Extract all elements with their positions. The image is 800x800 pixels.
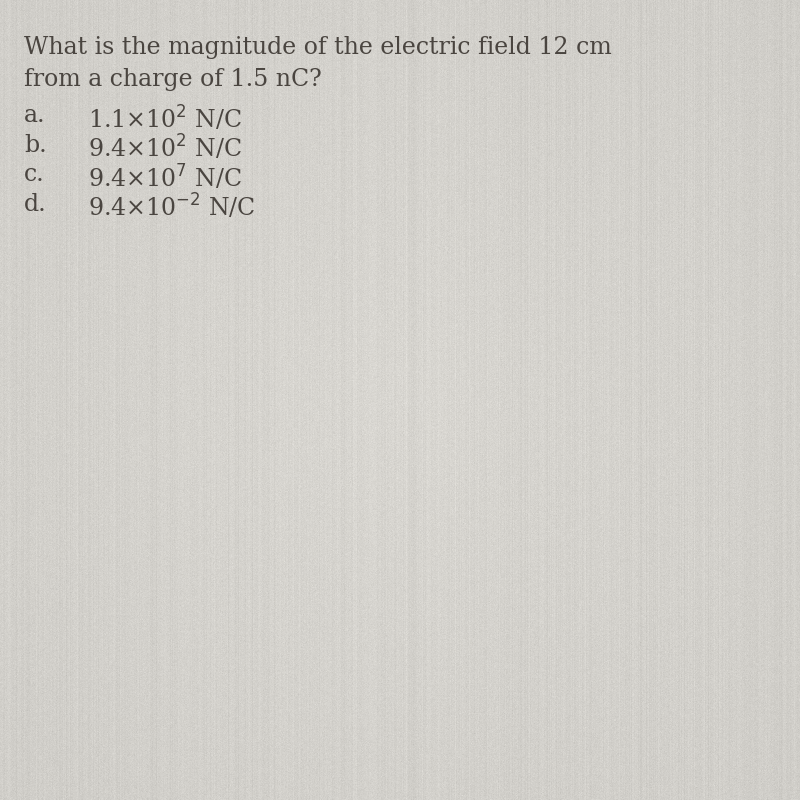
Text: $\mathregular{9.4 × 10}^{−2}$ N/C: $\mathregular{9.4 × 10}^{−2}$ N/C: [88, 193, 256, 222]
Text: c.: c.: [24, 163, 45, 186]
Text: a.: a.: [24, 104, 46, 127]
Text: d.: d.: [24, 193, 46, 216]
Text: b.: b.: [24, 134, 46, 157]
Text: $\mathregular{1.1 × 10}^{2}$ N/C: $\mathregular{1.1 × 10}^{2}$ N/C: [88, 104, 242, 134]
Text: from a charge of 1.5 nC?: from a charge of 1.5 nC?: [24, 68, 322, 91]
Text: $\mathregular{9.4 × 10}^{7}$ N/C: $\mathregular{9.4 × 10}^{7}$ N/C: [88, 163, 242, 192]
Text: $\mathregular{9.4 × 10}^{2}$ N/C: $\mathregular{9.4 × 10}^{2}$ N/C: [88, 134, 242, 163]
Text: What is the magnitude of the electric field 12 cm: What is the magnitude of the electric fi…: [24, 36, 612, 59]
